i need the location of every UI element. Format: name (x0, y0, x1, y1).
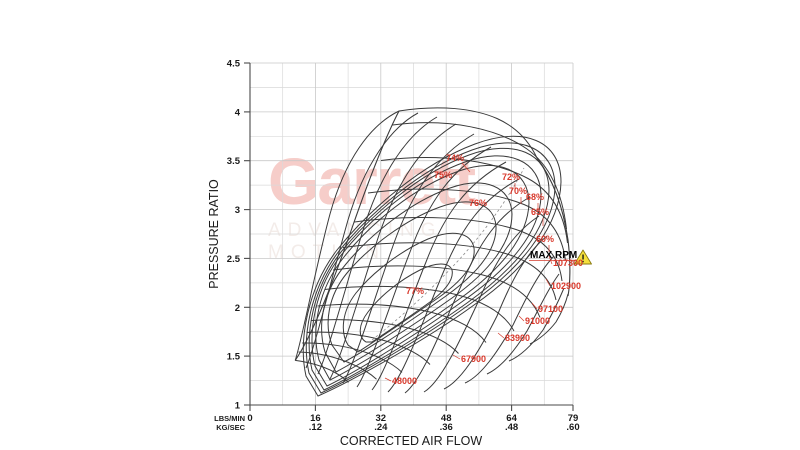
flow-line (371, 161, 507, 391)
x-tick-label-lbs: 32 (376, 413, 387, 424)
x-tick-label-lbs: 48 (441, 413, 452, 424)
flow-line (423, 215, 540, 393)
efficiency-label-75: 75% (434, 170, 452, 180)
y-tick-label: 3.5 (227, 156, 241, 167)
rpm-label-107300: 107300 (553, 258, 583, 268)
flow-line (486, 273, 560, 375)
x-tick-label-kg: .24 (374, 422, 388, 433)
x-tick-label-lbs: 0 (247, 413, 252, 424)
flow-lines-group (294, 110, 569, 394)
efficiency-contour-76 (342, 232, 475, 353)
efficiency-contours-group (302, 135, 562, 397)
speed-line-67900 (311, 319, 459, 354)
efficiency-label-74: 74% (446, 153, 464, 163)
efficiency-contour-65 (305, 142, 556, 394)
efficiency-contour-74 (321, 182, 513, 373)
x-axis-title: CORRECTED AIR FLOW (340, 434, 483, 448)
x-tick-label-kg: .60 (566, 422, 579, 433)
x-tick-label-lbs: 64 (506, 413, 517, 424)
flow-line (294, 110, 400, 361)
x-axis-tick-labels-kg: .12 .24 .36 .48 .60 (309, 422, 580, 433)
rpm-leaders (384, 255, 553, 382)
speed-line-intermediate (380, 157, 568, 244)
y-tick-label: 3 (235, 205, 240, 216)
x-tick-label-kg: .36 (440, 422, 453, 433)
x-axis-tick-labels-lbs: 0 16 32 48 64 79 (247, 413, 578, 424)
x-tick-label-lbs: 16 (310, 413, 321, 424)
flow-line (529, 293, 569, 345)
x-tick-label-kg: .12 (309, 422, 322, 433)
surge-line (294, 110, 400, 361)
flow-line (443, 235, 548, 390)
rpm-label-48000: 48000 (392, 376, 417, 386)
rpm-label-83900: 83900 (505, 333, 530, 343)
y-tick-label: 2 (235, 303, 240, 314)
efficiency-contour-75 (327, 201, 497, 363)
flow-line (317, 116, 438, 375)
x-tick-label-kg: .48 (505, 422, 518, 433)
flow-line (404, 196, 531, 394)
flow-line (329, 123, 457, 380)
efficiency-label-77: 77% (406, 286, 424, 296)
rpm-label-91000: 91000 (525, 316, 550, 326)
y-tick-label: 2.5 (227, 254, 241, 265)
efficiency-label-76: 76% (469, 198, 487, 208)
efficiency-label-72: 72% (502, 172, 520, 182)
y-tick-label: 4.5 (227, 59, 241, 70)
y-tick-label: 4 (235, 107, 241, 118)
speed-line-crest (398, 107, 538, 159)
efficiency-contour-72 (315, 164, 530, 381)
efficiency-contour-77 (359, 263, 453, 343)
max-rpm-label: MAX RPM (530, 250, 577, 261)
speed-line-91000 (342, 242, 557, 301)
efficiency-labels-group: 74% 75% 72% 70% 76% 68% 65% 60% 77% (406, 153, 554, 296)
flow-line (464, 255, 555, 384)
axis-lines (249, 63, 573, 406)
rpm-labels-group: 107300 102900 97100 91000 83900 67900 48… (392, 258, 583, 386)
efficiency-contour-60 (302, 135, 562, 397)
efficiency-label-65: 65% (531, 207, 549, 217)
flow-line (387, 178, 520, 393)
max-rpm-annotation: MAX RPM (529, 249, 592, 265)
x-unit-lbs-label: LBS/MIN (214, 414, 245, 423)
rpm-label-102900: 102900 (551, 281, 581, 291)
y-axis-ticks (244, 62, 250, 406)
flow-line (508, 287, 565, 362)
speed-line-intermediate (306, 331, 431, 365)
rpm-label-67900: 67900 (461, 354, 486, 364)
y-tick-label: 1.5 (227, 352, 241, 363)
efficiency-label-70: 70% (509, 186, 527, 196)
y-tick-label: 1 (235, 401, 241, 412)
speed-line-102900 (367, 188, 566, 261)
speed-line-83900 (332, 265, 541, 318)
efficiency-contour-70 (311, 155, 542, 387)
x-axis-ticks (249, 405, 574, 411)
efficiency-contour-68 (308, 147, 550, 391)
efficiency-leaders (461, 162, 550, 252)
x-unit-kg-label: KG/SEC (216, 423, 245, 432)
choke-line (536, 157, 571, 297)
y-axis-tick-labels: 4.5 4 3.5 3 2.5 2 1.5 1 (227, 59, 241, 412)
speed-line-107300 (392, 122, 567, 230)
efficiency-label-60: 60% (536, 234, 554, 244)
rpm-label-97100: 97100 (538, 304, 563, 314)
grid-minor (250, 63, 573, 405)
y-axis-title: PRESSURE RATIO (207, 179, 221, 289)
efficiency-label-68: 68% (526, 192, 544, 202)
warning-triangle-icon (574, 249, 592, 265)
x-tick-label-lbs: 79 (568, 413, 579, 424)
